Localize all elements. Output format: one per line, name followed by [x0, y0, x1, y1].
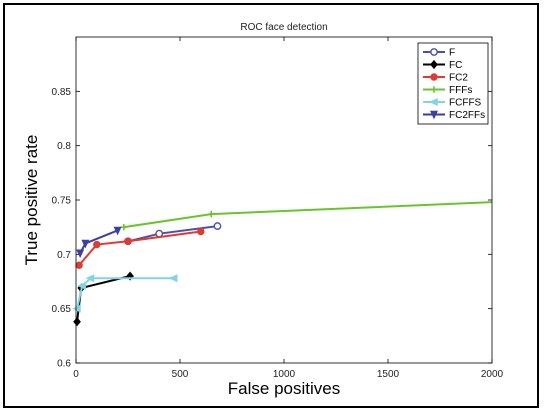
data-point [73, 317, 81, 327]
figure-frame: 0 500 1000 1500 2000 0.6 0.65 0.7 0.75 0.8 0.85 RO… [3, 3, 539, 408]
chart-title: ROC face detection [240, 22, 327, 33]
data-point [113, 226, 122, 236]
legend-label: F [449, 48, 455, 59]
y-tick-label: 0.65 [52, 304, 72, 315]
y-tick-label: 0.75 [52, 196, 72, 207]
legend-marker [430, 86, 438, 93]
x-tick-label: 1000 [273, 369, 296, 380]
legend-item: FFFs [423, 85, 472, 96]
data-point [197, 227, 205, 236]
x-tick-label: 2000 [481, 369, 504, 380]
legend-item: FC2 [423, 73, 468, 84]
x-tick-label: 1500 [377, 369, 400, 380]
legend-label: FC2 [449, 73, 468, 84]
data-point [208, 210, 215, 218]
x-axis-label: False positives [228, 379, 340, 398]
legend-marker [430, 48, 438, 56]
legend-item: FCFFS [423, 98, 482, 109]
y-tick-label: 0.6 [57, 359, 71, 370]
y-tick-label: 0.8 [57, 141, 71, 152]
plot-border [75, 36, 493, 364]
legend-item: F [423, 48, 455, 59]
data-point [85, 274, 95, 283]
data-point [77, 281, 86, 290]
legend-item: FC [423, 59, 462, 71]
legend-marker [429, 98, 438, 106]
roc-chart: 0 500 1000 1500 2000 0.6 0.65 0.7 0.75 0.8 0.85 RO… [22, 22, 504, 398]
data-point [168, 274, 178, 283]
x-tick-label: 500 [172, 369, 189, 380]
legend-marker [430, 59, 438, 70]
y-tick-label: 0.85 [52, 87, 72, 98]
legend-box [417, 42, 489, 125]
legend-marker [430, 73, 438, 81]
series-fc2ffs [76, 226, 122, 259]
series-fc2 [75, 227, 205, 269]
data-point [81, 239, 90, 249]
legend-item: FC2FFs [423, 110, 485, 121]
x-tick-label: 0 [73, 369, 79, 380]
data-point [120, 223, 128, 231]
y-axis-label: True positive rate [22, 135, 41, 266]
series-line [78, 230, 201, 266]
legend-label: FC [449, 60, 462, 71]
series-fcffs [72, 274, 178, 313]
legend-label: FFFs [449, 85, 472, 96]
data-point [72, 304, 81, 313]
data-point [75, 261, 83, 269]
legend-label: FCFFS [449, 98, 482, 109]
data-point [93, 240, 101, 249]
data-point [124, 237, 132, 245]
series-line [76, 277, 174, 309]
y-tick-label: 0.7 [57, 250, 71, 261]
data-point [213, 222, 222, 230]
legend-label: FC2FFs [449, 110, 485, 121]
data-point [76, 249, 85, 259]
legend-marker [430, 110, 438, 120]
series-fffs [120, 201, 493, 231]
